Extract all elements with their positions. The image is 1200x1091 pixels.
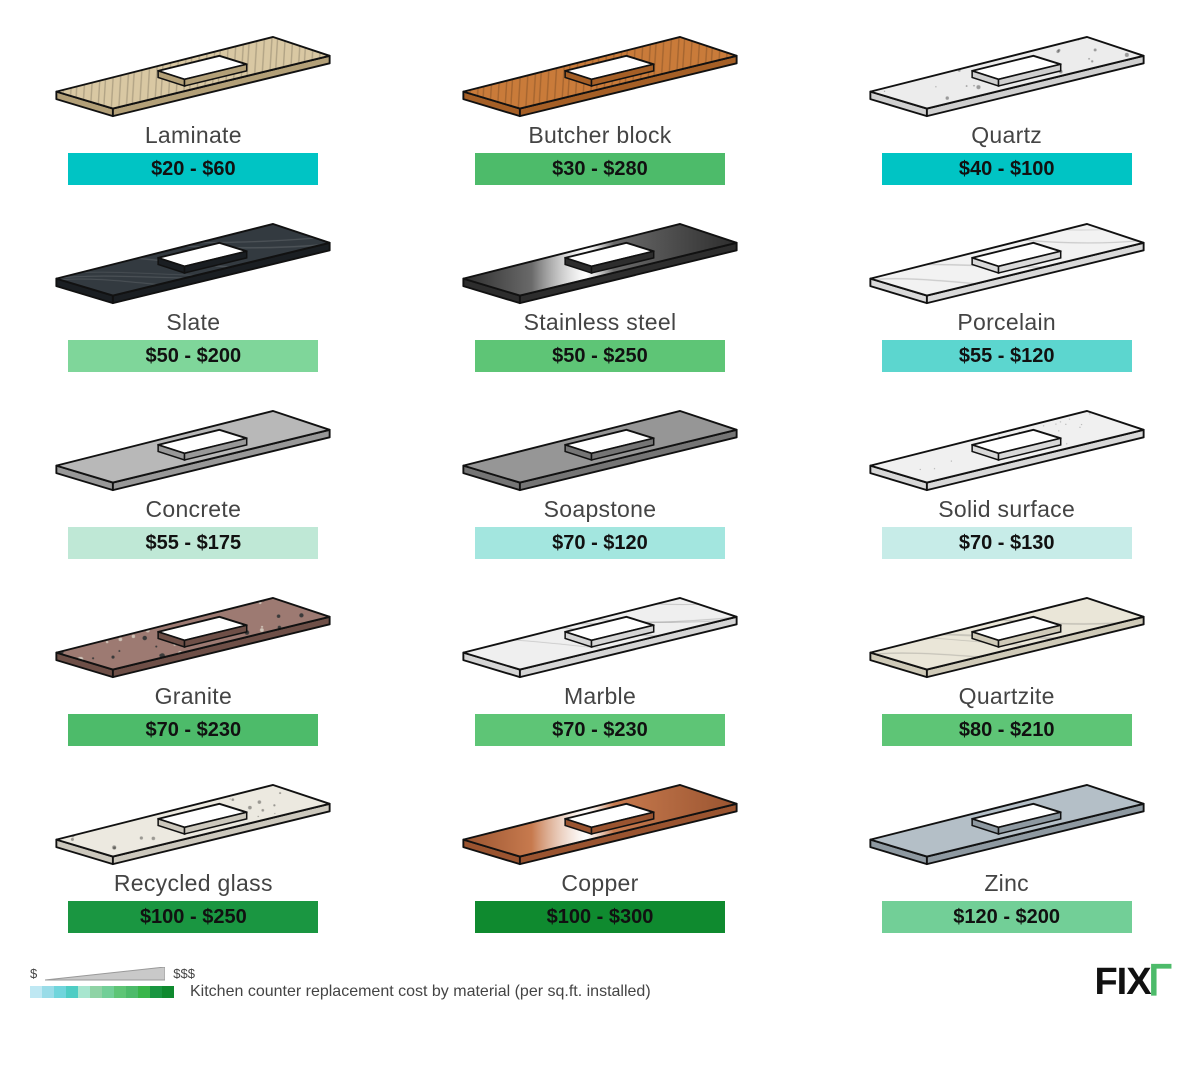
countertop-slab-icon	[38, 581, 348, 679]
material-label: Recycled glass	[114, 870, 273, 897]
countertop-slab-icon	[38, 394, 348, 492]
countertop-slab-icon	[38, 768, 348, 866]
price-badge: $70 - $230	[475, 714, 725, 746]
legend-low: $	[30, 966, 37, 981]
legend-high: $$$	[173, 966, 195, 981]
legend-swatch	[90, 986, 102, 998]
legend-swatch	[162, 986, 174, 998]
material-label: Laminate	[145, 122, 242, 149]
countertop-slab-icon	[38, 207, 348, 305]
countertop-slab-icon	[445, 394, 755, 492]
legend-swatch	[138, 986, 150, 998]
price-badge: $55 - $120	[882, 340, 1132, 372]
material-label: Stainless steel	[524, 309, 677, 336]
price-badge: $70 - $130	[882, 527, 1132, 559]
material-label: Quartz	[971, 122, 1042, 149]
price-badge: $70 - $230	[68, 714, 318, 746]
legend-swatch	[30, 986, 42, 998]
legend-swatch	[42, 986, 54, 998]
material-item: Recycled glass $100 - $250	[30, 768, 357, 933]
price-badge: $50 - $250	[475, 340, 725, 372]
material-label: Solid surface	[938, 496, 1075, 523]
countertop-slab-icon	[445, 20, 755, 118]
footer: $ $$$ Kitchen counter replacement cost b…	[30, 959, 1170, 1001]
price-badge: $20 - $60	[68, 153, 318, 185]
material-item: Granite $70 - $230	[30, 581, 357, 746]
legend-swatches	[30, 986, 174, 998]
material-item: Porcelain $55 - $120	[843, 207, 1170, 372]
material-label: Slate	[166, 309, 220, 336]
material-item: Solid surface $70 - $130	[843, 394, 1170, 559]
countertop-slab-icon	[852, 394, 1162, 492]
countertop-slab-icon	[445, 207, 755, 305]
legend-swatch	[78, 986, 90, 998]
legend: $ $$$ Kitchen counter replacement cost b…	[30, 966, 651, 1001]
legend-swatch	[150, 986, 162, 998]
material-item: Soapstone $70 - $120	[437, 394, 764, 559]
legend-swatch	[54, 986, 66, 998]
material-label: Copper	[561, 870, 638, 897]
countertop-slab-icon	[852, 768, 1162, 866]
legend-swatch	[102, 986, 114, 998]
material-item: Concrete $55 - $175	[30, 394, 357, 559]
price-badge: $30 - $280	[475, 153, 725, 185]
materials-grid: Laminate $20 - $60 Butcher block $30 - $28…	[30, 20, 1170, 933]
material-item: Zinc $120 - $200	[843, 768, 1170, 933]
price-badge: $80 - $210	[882, 714, 1132, 746]
brand-logo: FIXᒥ	[1094, 959, 1170, 1001]
price-badge: $70 - $120	[475, 527, 725, 559]
material-label: Concrete	[145, 496, 241, 523]
material-label: Zinc	[984, 870, 1029, 897]
material-item: Butcher block $30 - $280	[437, 20, 764, 185]
countertop-slab-icon	[445, 581, 755, 679]
brand-text: FIX	[1094, 963, 1150, 1001]
material-item: Quartzite $80 - $210	[843, 581, 1170, 746]
countertop-slab-icon	[38, 20, 348, 118]
legend-swatch	[126, 986, 138, 998]
material-item: Quartz $40 - $100	[843, 20, 1170, 185]
material-label: Soapstone	[544, 496, 657, 523]
price-badge: $120 - $200	[882, 901, 1132, 933]
brand-r-icon: ᒥ	[1148, 960, 1170, 1002]
material-item: Laminate $20 - $60	[30, 20, 357, 185]
price-wedge-icon	[45, 967, 165, 981]
countertop-slab-icon	[852, 207, 1162, 305]
material-label: Porcelain	[957, 309, 1056, 336]
countertop-slab-icon	[852, 20, 1162, 118]
price-badge: $40 - $100	[882, 153, 1132, 185]
material-label: Butcher block	[528, 122, 671, 149]
price-badge: $100 - $300	[475, 901, 725, 933]
price-badge: $50 - $200	[68, 340, 318, 372]
countertop-slab-icon	[445, 768, 755, 866]
legend-swatch	[114, 986, 126, 998]
material-label: Granite	[155, 683, 233, 710]
material-label: Quartzite	[959, 683, 1055, 710]
material-item: Slate $50 - $200	[30, 207, 357, 372]
price-badge: $55 - $175	[68, 527, 318, 559]
price-badge: $100 - $250	[68, 901, 318, 933]
legend-caption: Kitchen counter replacement cost by mate…	[190, 983, 651, 1001]
legend-swatch	[66, 986, 78, 998]
material-label: Marble	[564, 683, 636, 710]
material-item: Marble $70 - $230	[437, 581, 764, 746]
material-item: Copper $100 - $300	[437, 768, 764, 933]
material-item: Stainless steel $50 - $250	[437, 207, 764, 372]
countertop-slab-icon	[852, 581, 1162, 679]
